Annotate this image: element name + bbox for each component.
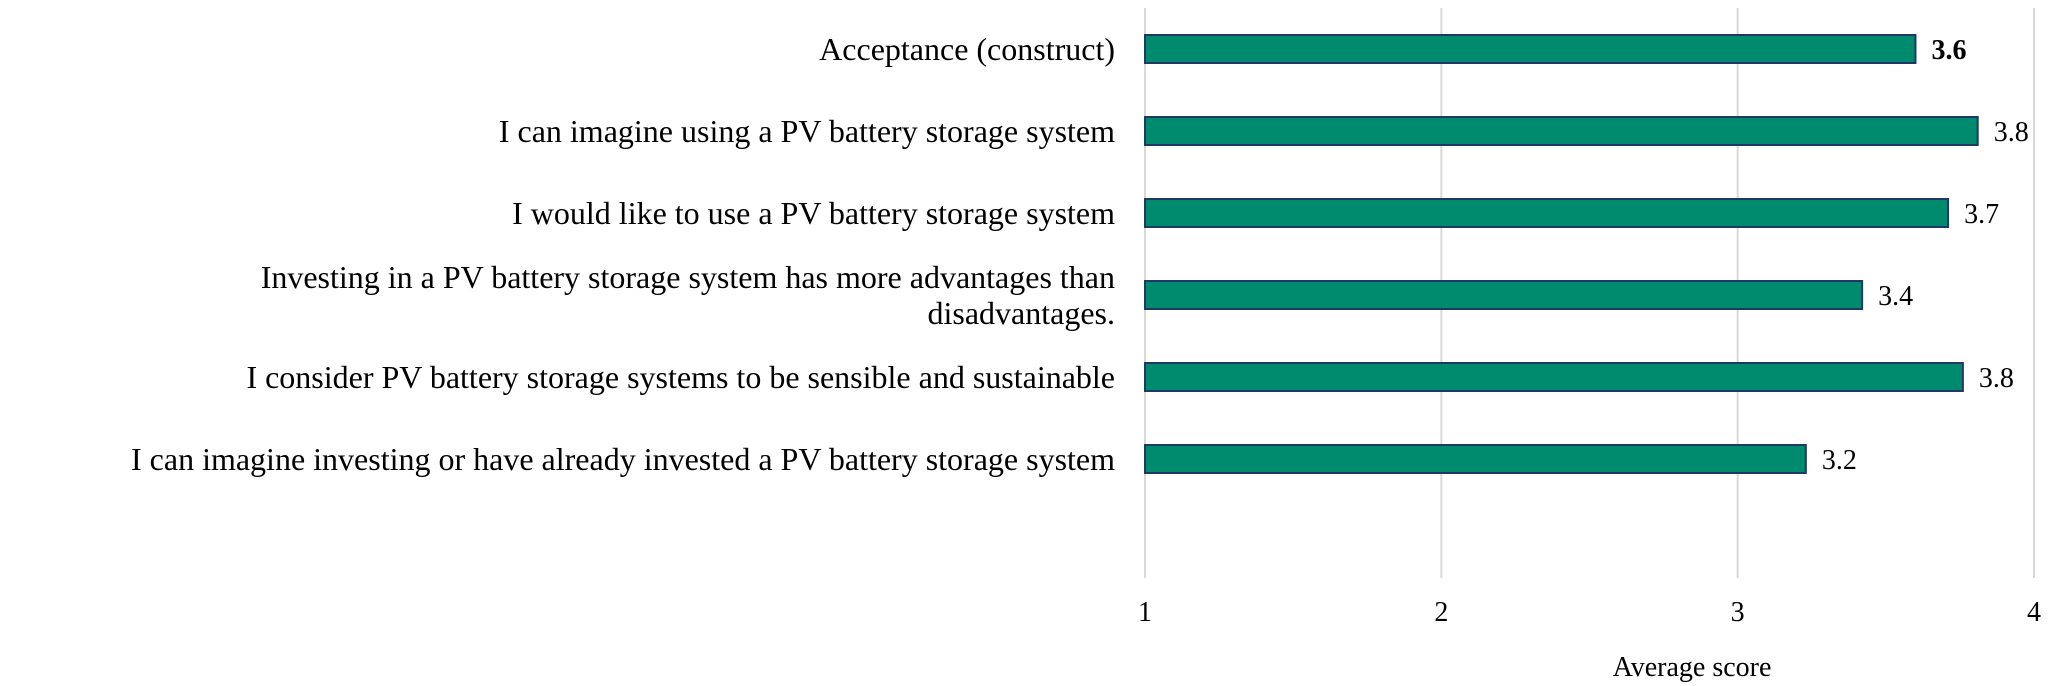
bar [1144, 280, 1864, 310]
x-tick-label: 1 [1138, 597, 1152, 628]
x-axis-title: Average score [1613, 652, 1772, 683]
category-label: I can imagine using a PV battery storage… [499, 113, 1115, 149]
value-label: 3.6 [1931, 35, 1966, 66]
bar [1144, 362, 1964, 392]
value-labels: 3.6 3.8 3.7 3.4 3.8 3.2 [1822, 35, 2029, 476]
value-label: 3.4 [1878, 281, 1913, 312]
bars [1144, 34, 1979, 474]
x-tick-label: 2 [1434, 597, 1448, 628]
bar [1144, 198, 1950, 228]
value-label: 3.7 [1964, 199, 1999, 230]
value-label: 3.2 [1822, 445, 1857, 476]
bar [1144, 34, 1917, 64]
value-label: 3.8 [1994, 117, 2029, 148]
value-label: 3.8 [1979, 363, 2014, 394]
category-label: I would like to use a PV battery storage… [512, 195, 1115, 231]
x-axis-ticks: 1 2 3 4 [1138, 597, 2041, 628]
x-tick-label: 4 [2027, 597, 2041, 628]
category-label: I consider PV battery storage systems to… [246, 359, 1115, 395]
category-label: I can imagine investing or have already … [131, 441, 1115, 477]
bar [1144, 116, 1979, 146]
bar [1144, 444, 1807, 474]
x-tick-label: 3 [1731, 597, 1745, 628]
category-label: disadvantages. [928, 295, 1116, 331]
category-label: Acceptance (construct) [819, 31, 1115, 67]
category-label: Investing in a PV battery storage system… [261, 259, 1115, 295]
category-labels: Acceptance (construct) I can imagine usin… [131, 31, 1115, 477]
